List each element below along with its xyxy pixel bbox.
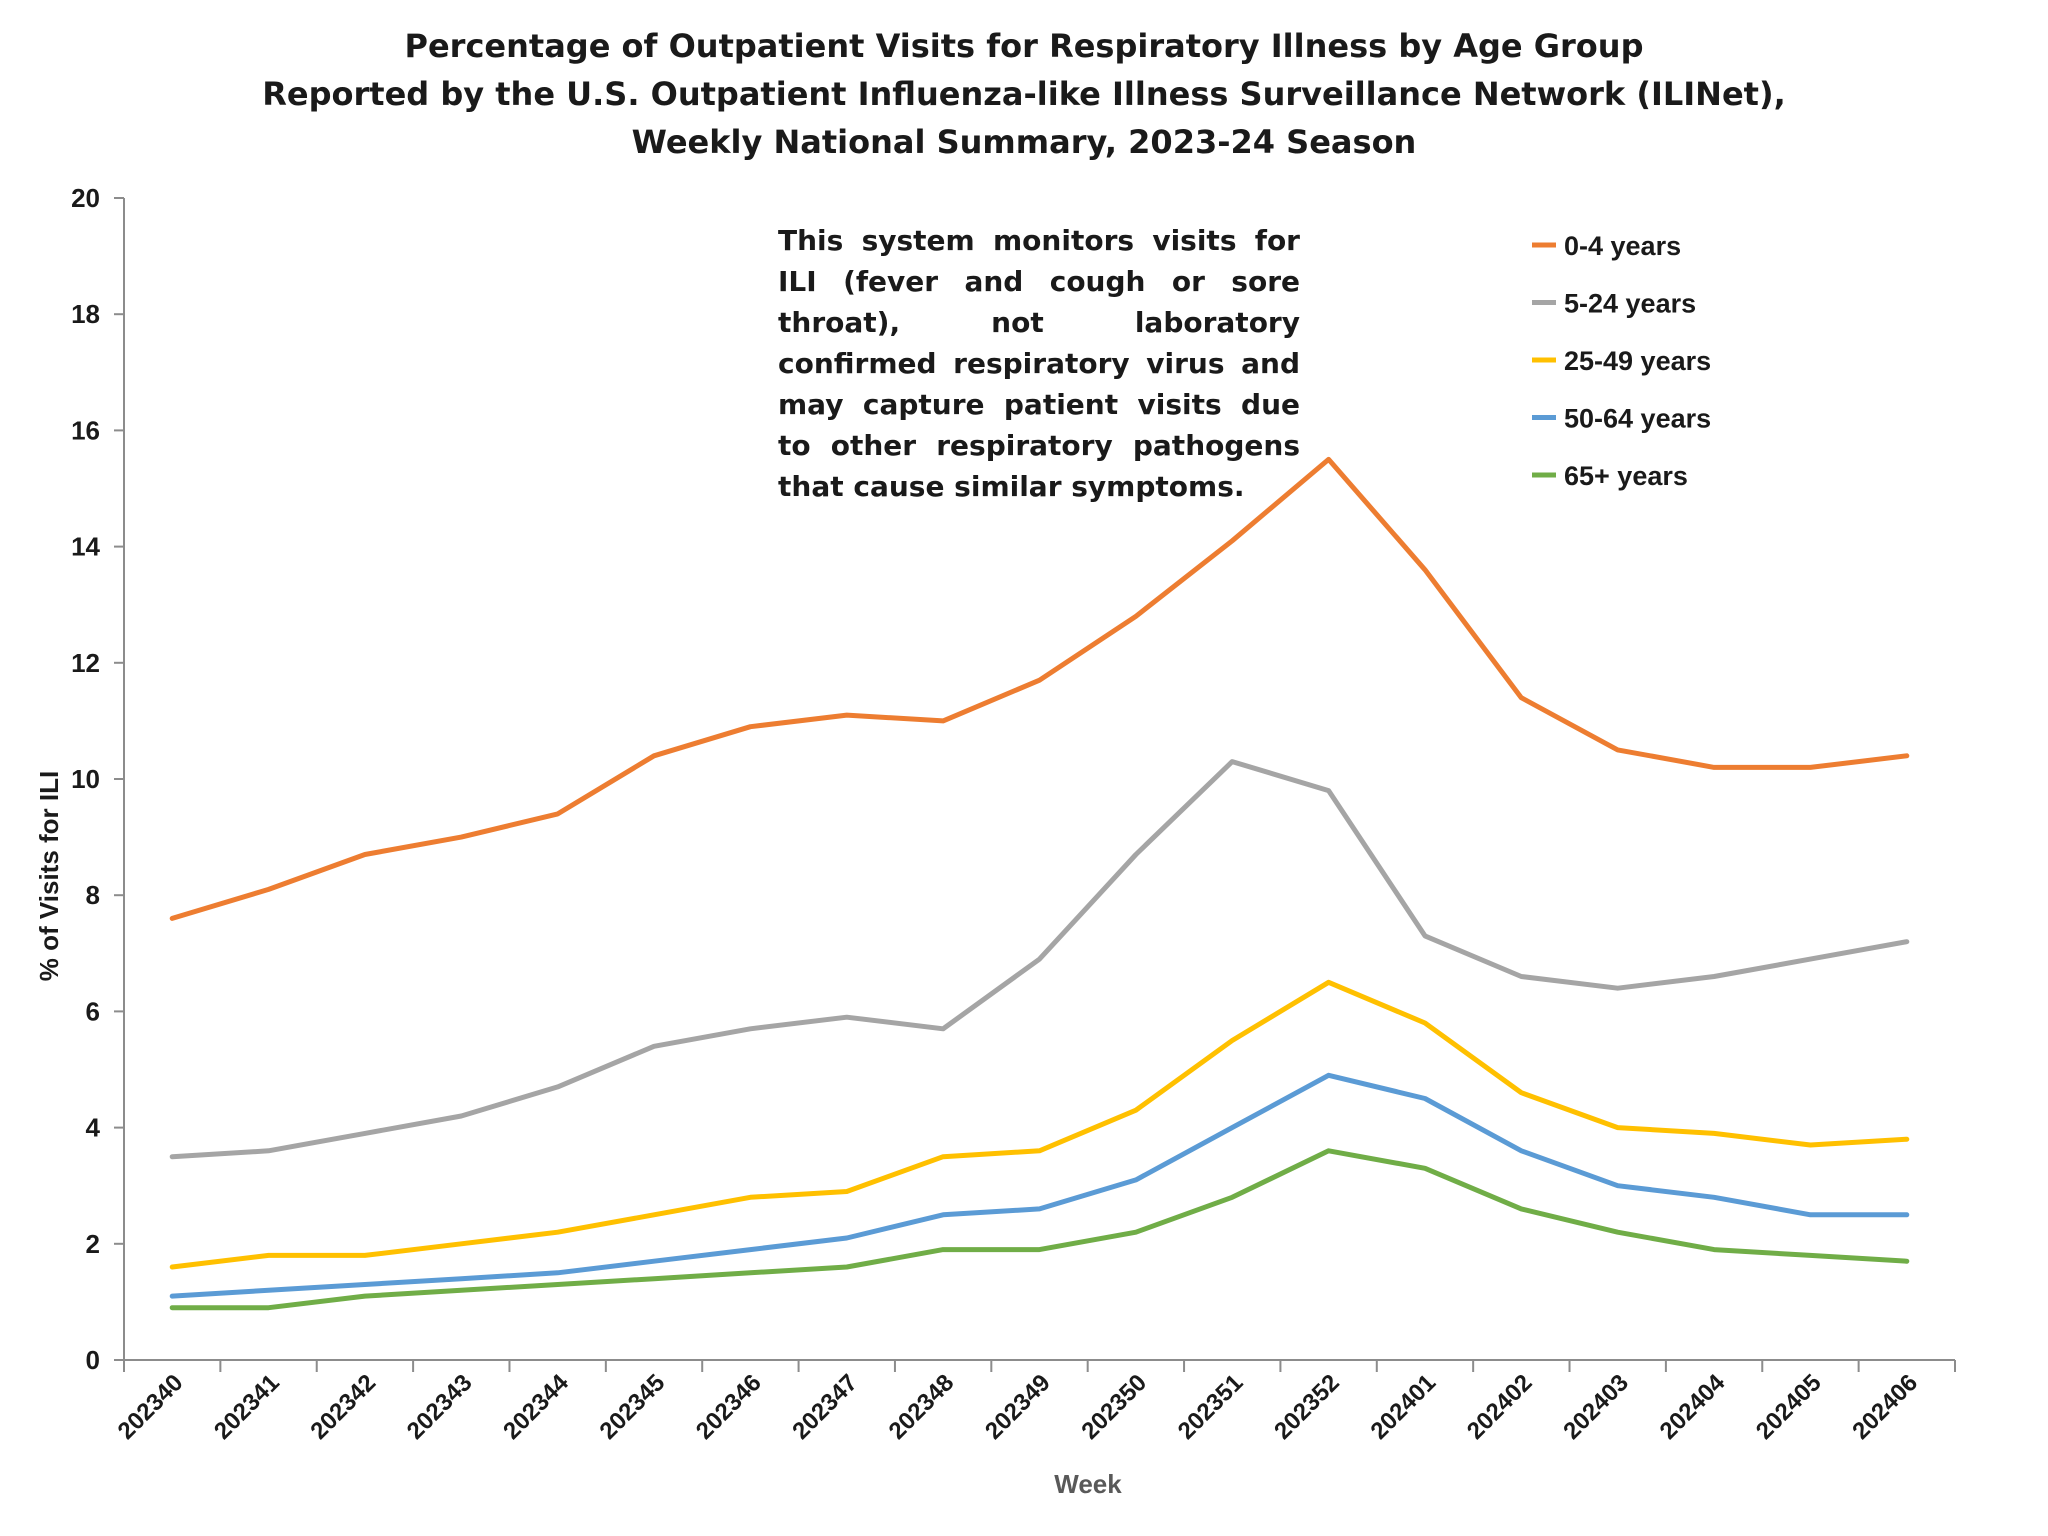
x-tick-label: 202349 xyxy=(980,1369,1056,1445)
series-line-0-4-years xyxy=(169,456,1910,921)
x-tick-label: 202347 xyxy=(787,1369,863,1445)
x-tick-label: 202340 xyxy=(113,1369,189,1445)
x-tick-label: 202404 xyxy=(1655,1369,1731,1445)
y-tick-label: 14 xyxy=(71,532,100,562)
y-tick-label: 4 xyxy=(86,1113,101,1143)
series-line-65-years xyxy=(169,1148,1910,1311)
y-tick-label: 8 xyxy=(86,880,100,910)
legend-label: 5-24 years xyxy=(1564,289,1696,319)
x-tick-label: 202348 xyxy=(884,1369,960,1445)
y-axis-title: % of Visits for ILI xyxy=(34,771,64,981)
annotation-text: This system monitors visits for ILI (fev… xyxy=(778,224,1300,503)
y-tick-label: 6 xyxy=(86,996,100,1026)
x-tick-label: 202402 xyxy=(1462,1369,1538,1445)
y-tick-label: 2 xyxy=(86,1229,100,1259)
x-tick-label: 202344 xyxy=(498,1369,574,1445)
annotation-note: This system monitors visits for ILI (fev… xyxy=(778,220,1300,507)
x-tick-label: 202405 xyxy=(1751,1369,1827,1445)
x-tick-label: 202403 xyxy=(1558,1369,1634,1445)
series-line-50-64-years xyxy=(169,1072,1910,1299)
x-axis-title: Week xyxy=(1054,1469,1122,1499)
series-line-25-49-years xyxy=(169,979,1910,1270)
y-tick-label: 10 xyxy=(71,764,100,794)
legend-label: 0-4 years xyxy=(1564,231,1681,261)
x-tick-label: 202351 xyxy=(1173,1369,1249,1445)
y-tick-label: 18 xyxy=(71,299,100,329)
chart-title-line-1: Percentage of Outpatient Visits for Resp… xyxy=(404,27,1644,65)
x-tick-label: 202346 xyxy=(691,1369,767,1445)
series-line-5-24-years xyxy=(169,759,1910,1160)
x-tick-label: 202352 xyxy=(1269,1369,1345,1445)
x-tick-label: 202341 xyxy=(209,1369,285,1445)
x-tick-label: 202343 xyxy=(402,1369,478,1445)
x-tick-label: 202345 xyxy=(595,1369,671,1445)
chart-title-line-2: Reported by the U.S. Outpatient Influenz… xyxy=(262,75,1786,113)
chart-title: Percentage of Outpatient Visits for Resp… xyxy=(0,22,2048,166)
x-tick-label: 202401 xyxy=(1365,1369,1441,1445)
chart-title-line-3: Weekly National Summary, 2023-24 Season xyxy=(631,123,1417,161)
legend-label: 50-64 years xyxy=(1564,404,1711,434)
legend-label: 65+ years xyxy=(1564,461,1688,491)
legend-label: 25-49 years xyxy=(1564,346,1711,376)
y-tick-label: 12 xyxy=(71,648,100,678)
x-tick-label: 202342 xyxy=(305,1369,381,1445)
legend: 0-4 years 5-24 years 25-49 years 50-64 year… xyxy=(1532,231,1711,491)
x-tick-label: 202406 xyxy=(1847,1369,1923,1445)
y-tick-label: 0 xyxy=(86,1345,100,1375)
y-tick-label: 16 xyxy=(71,415,100,445)
x-tick-label: 202350 xyxy=(1076,1369,1152,1445)
y-tick-label: 20 xyxy=(71,183,100,213)
series-lines xyxy=(169,456,1910,1311)
